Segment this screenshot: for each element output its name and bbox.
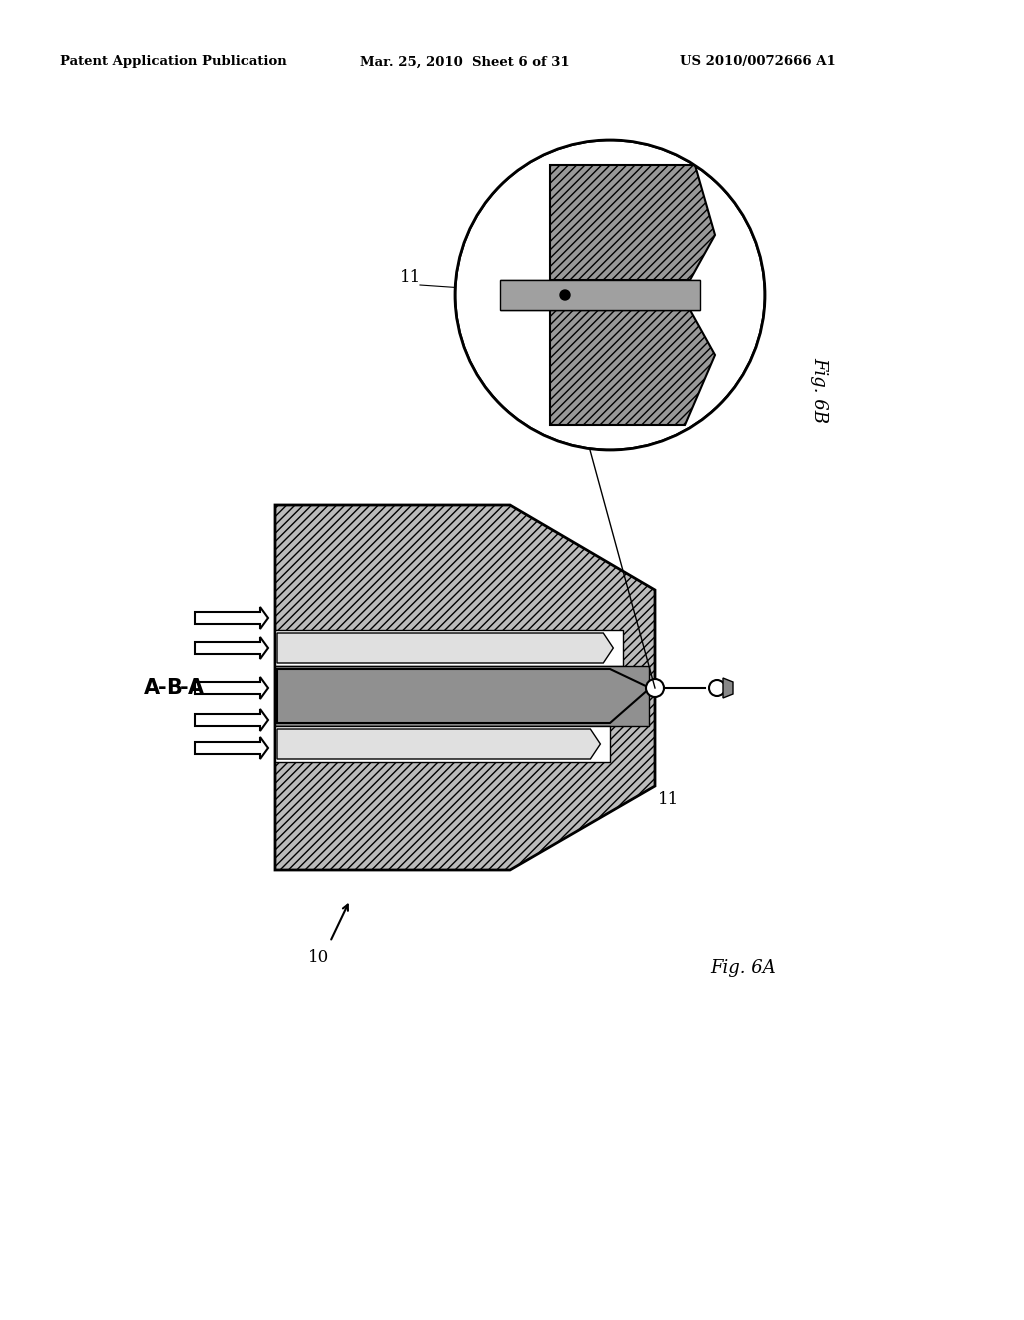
Polygon shape bbox=[275, 667, 648, 726]
Circle shape bbox=[709, 680, 725, 696]
Text: 11: 11 bbox=[400, 269, 421, 286]
Text: Fig. 6B: Fig. 6B bbox=[810, 356, 828, 422]
Circle shape bbox=[455, 140, 765, 450]
Polygon shape bbox=[195, 709, 268, 731]
Polygon shape bbox=[550, 165, 715, 280]
Text: -: - bbox=[158, 678, 166, 698]
Circle shape bbox=[646, 678, 664, 697]
Polygon shape bbox=[550, 310, 715, 425]
Text: -: - bbox=[179, 678, 188, 698]
Text: Mar. 25, 2010  Sheet 6 of 31: Mar. 25, 2010 Sheet 6 of 31 bbox=[360, 55, 569, 69]
Polygon shape bbox=[195, 638, 268, 659]
Text: US 2010/0072666 A1: US 2010/0072666 A1 bbox=[680, 55, 836, 69]
Polygon shape bbox=[195, 677, 268, 700]
Circle shape bbox=[560, 290, 570, 300]
Text: 11: 11 bbox=[658, 792, 679, 808]
Text: A: A bbox=[144, 678, 160, 698]
Polygon shape bbox=[275, 506, 655, 870]
Text: B: B bbox=[166, 678, 182, 698]
Polygon shape bbox=[500, 280, 700, 310]
Text: A: A bbox=[188, 678, 204, 698]
Text: 10: 10 bbox=[308, 949, 330, 966]
Polygon shape bbox=[278, 669, 650, 723]
Polygon shape bbox=[723, 678, 733, 698]
Polygon shape bbox=[275, 726, 610, 762]
Text: Fig. 6A: Fig. 6A bbox=[710, 960, 776, 977]
Polygon shape bbox=[278, 729, 600, 759]
Polygon shape bbox=[275, 630, 624, 667]
Polygon shape bbox=[195, 737, 268, 759]
Polygon shape bbox=[195, 607, 268, 630]
Polygon shape bbox=[278, 634, 613, 663]
Text: Patent Application Publication: Patent Application Publication bbox=[60, 55, 287, 69]
